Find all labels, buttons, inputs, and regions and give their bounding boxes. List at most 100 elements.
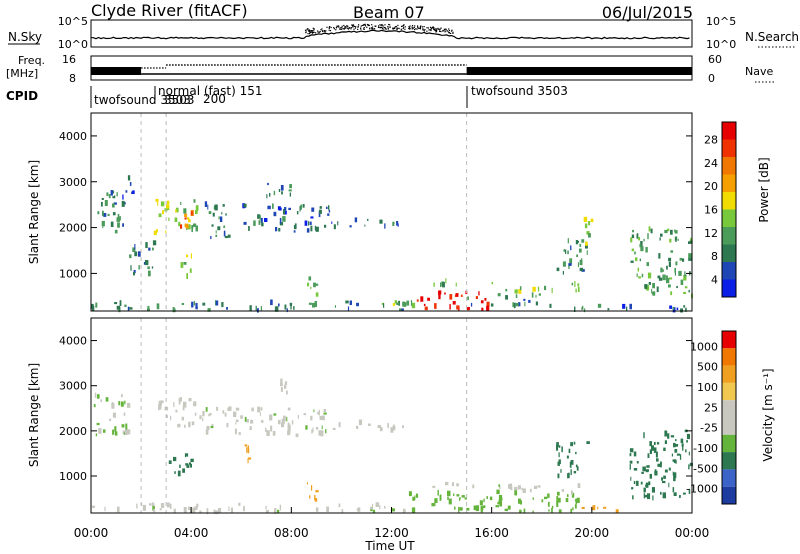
heatmap-cell <box>597 303 602 308</box>
heatmap-cell <box>484 298 487 301</box>
nsearch-dot <box>379 24 381 26</box>
nsearch-dot <box>431 28 433 30</box>
heatmap-cell <box>320 430 324 437</box>
heatmap-cell <box>414 495 416 501</box>
heatmap-cell <box>177 470 181 477</box>
heatmap-cell <box>228 406 232 411</box>
heatmap-cell <box>541 499 544 503</box>
heatmap-cell <box>532 497 534 500</box>
nsearch-dot <box>427 27 429 29</box>
heatmap-cell <box>182 404 185 411</box>
heatmap-cell <box>483 498 485 503</box>
heatmap-cell <box>166 200 170 205</box>
heatmap-cell <box>318 211 321 218</box>
nsearch-dot <box>328 29 330 31</box>
heatmap-cell <box>633 480 636 484</box>
heatmap-cell <box>569 461 572 468</box>
nsearch-dot <box>397 27 399 29</box>
colorbar-swatch <box>722 157 736 175</box>
heatmap-cell <box>571 282 574 286</box>
x-tick-label: 00:00 <box>74 526 109 540</box>
nsearch-dot <box>435 28 437 30</box>
heatmap-cell <box>191 226 193 233</box>
nsearch-dot <box>347 28 350 30</box>
colorbar-tick-label: -25 <box>700 422 718 435</box>
heatmap-cell <box>127 175 131 181</box>
heatmap-cell <box>193 300 195 306</box>
heatmap-cell <box>683 291 686 294</box>
heatmap-cell <box>185 224 189 229</box>
nsearch-dot <box>434 28 436 30</box>
heatmap-cell <box>686 433 690 440</box>
colorbar-swatch <box>722 244 736 262</box>
heatmap-cell <box>416 299 419 302</box>
nsearch-dot <box>372 26 374 28</box>
heatmap-cell <box>557 491 560 496</box>
heatmap-cell <box>670 291 673 296</box>
heatmap-cell <box>666 278 670 284</box>
heatmap-cell <box>533 485 537 489</box>
heatmap-cell <box>108 194 111 199</box>
heatmap-cell <box>294 223 297 229</box>
y-tick-label: 4000 <box>59 335 87 348</box>
station-title: Clyde River (fitACF) <box>91 1 248 20</box>
colorbar-swatch <box>722 331 736 349</box>
heatmap-cell <box>674 269 676 276</box>
nsearch-dot <box>450 30 453 32</box>
heatmap-cell <box>244 416 247 422</box>
heatmap-cell <box>504 508 508 512</box>
nsearch-dot <box>371 27 373 29</box>
heatmap-cell <box>195 306 198 310</box>
nsearch-dot <box>426 27 428 29</box>
heatmap-cell <box>149 503 152 506</box>
heatmap-cell <box>658 253 661 259</box>
heatmap-cell <box>478 291 480 296</box>
heatmap-cell <box>179 464 181 468</box>
colorbar-swatch <box>722 122 736 140</box>
heatmap-cell <box>379 505 381 510</box>
heatmap-cell <box>349 225 352 228</box>
heatmap-cell <box>576 497 580 503</box>
heatmap-cell <box>645 469 649 473</box>
heatmap-cell <box>460 294 463 297</box>
heatmap-cell <box>222 204 225 207</box>
heatmap-cell <box>498 484 500 487</box>
nsearch-tick-bottom: 10^0 <box>706 38 736 51</box>
heatmap-cell <box>629 453 632 457</box>
heatmap-cell <box>643 487 646 493</box>
heatmap-cell <box>311 485 313 491</box>
heatmap-cell <box>676 285 678 289</box>
heatmap-cell <box>679 495 681 498</box>
heatmap-cell <box>649 449 652 454</box>
heatmap-cell <box>166 414 168 418</box>
colorbar-tick-label: -100 <box>693 442 718 455</box>
heatmap-cell <box>479 500 483 506</box>
nsearch-dot <box>452 31 454 33</box>
nsearch-dot <box>335 29 337 31</box>
heatmap-cell <box>664 430 668 437</box>
heatmap-cell <box>668 467 671 471</box>
heatmap-cell <box>304 220 308 226</box>
nsearch-dot <box>419 28 422 30</box>
heatmap-cell <box>324 224 327 228</box>
heatmap-cell <box>112 196 116 199</box>
heatmap-cell <box>138 265 140 270</box>
heatmap-cell <box>308 302 312 305</box>
heatmap-cell <box>684 274 687 277</box>
heatmap-cell <box>257 406 261 413</box>
nsearch-dot <box>309 31 311 33</box>
heatmap-cell <box>208 211 212 214</box>
heatmap-cell <box>260 407 263 411</box>
heatmap-cell <box>314 494 316 501</box>
heatmap-cell <box>383 303 385 308</box>
heatmap-cell <box>672 471 674 476</box>
nsearch-dot <box>422 29 424 31</box>
heatmap-cell <box>512 302 514 308</box>
heatmap-cell <box>675 460 677 464</box>
heatmap-cell <box>334 305 336 308</box>
colorbar-swatch <box>722 227 736 245</box>
heatmap-cell <box>184 453 186 458</box>
heatmap-cell <box>244 444 248 447</box>
heatmap-cell <box>297 414 299 419</box>
heatmap-cell <box>535 294 537 298</box>
